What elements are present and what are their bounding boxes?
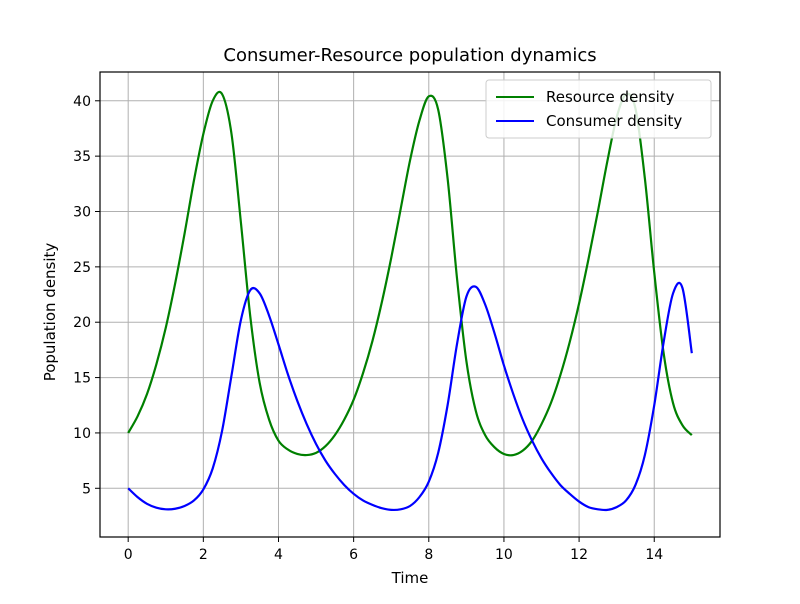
y-tick-label: 35: [73, 149, 91, 165]
legend-label-resource: Resource density: [546, 88, 675, 106]
chart-title: Consumer-Resource population dynamics: [223, 45, 596, 66]
x-tick-label: 6: [349, 547, 358, 563]
legend-box: [485, 79, 712, 139]
x-axis-label: Time: [391, 569, 429, 587]
x-tick-label: 14: [645, 547, 663, 563]
series-group: [127, 90, 693, 512]
resource-density-line: [127, 90, 693, 457]
legend: Resource density Consumer density: [485, 79, 712, 139]
y-tick-label: 30: [73, 205, 91, 221]
legend-label-consumer: Consumer density: [546, 112, 682, 130]
axis-ticks: 0 2 4 6 8 10 12 14 5 10 15 20 25 30 35 40: [73, 94, 663, 563]
y-tick-label: 25: [73, 260, 91, 276]
y-tick-label: 15: [73, 371, 91, 387]
y-tick-label: 5: [82, 481, 91, 497]
y-tick-label: 20: [73, 315, 91, 331]
y-tick-label: 10: [73, 426, 91, 442]
plot-frame: [99, 71, 721, 538]
x-tick-label: 0: [124, 547, 133, 563]
x-tick-label: 12: [570, 547, 588, 563]
x-tick-label: 10: [495, 547, 513, 563]
y-axis-label: Population density: [41, 243, 59, 382]
y-tick-label: 40: [73, 94, 91, 110]
consumer-density-line: [127, 281, 693, 512]
x-tick-label: 8: [424, 547, 433, 563]
x-tick-label: 4: [274, 547, 283, 563]
x-tick-label: 2: [199, 547, 208, 563]
